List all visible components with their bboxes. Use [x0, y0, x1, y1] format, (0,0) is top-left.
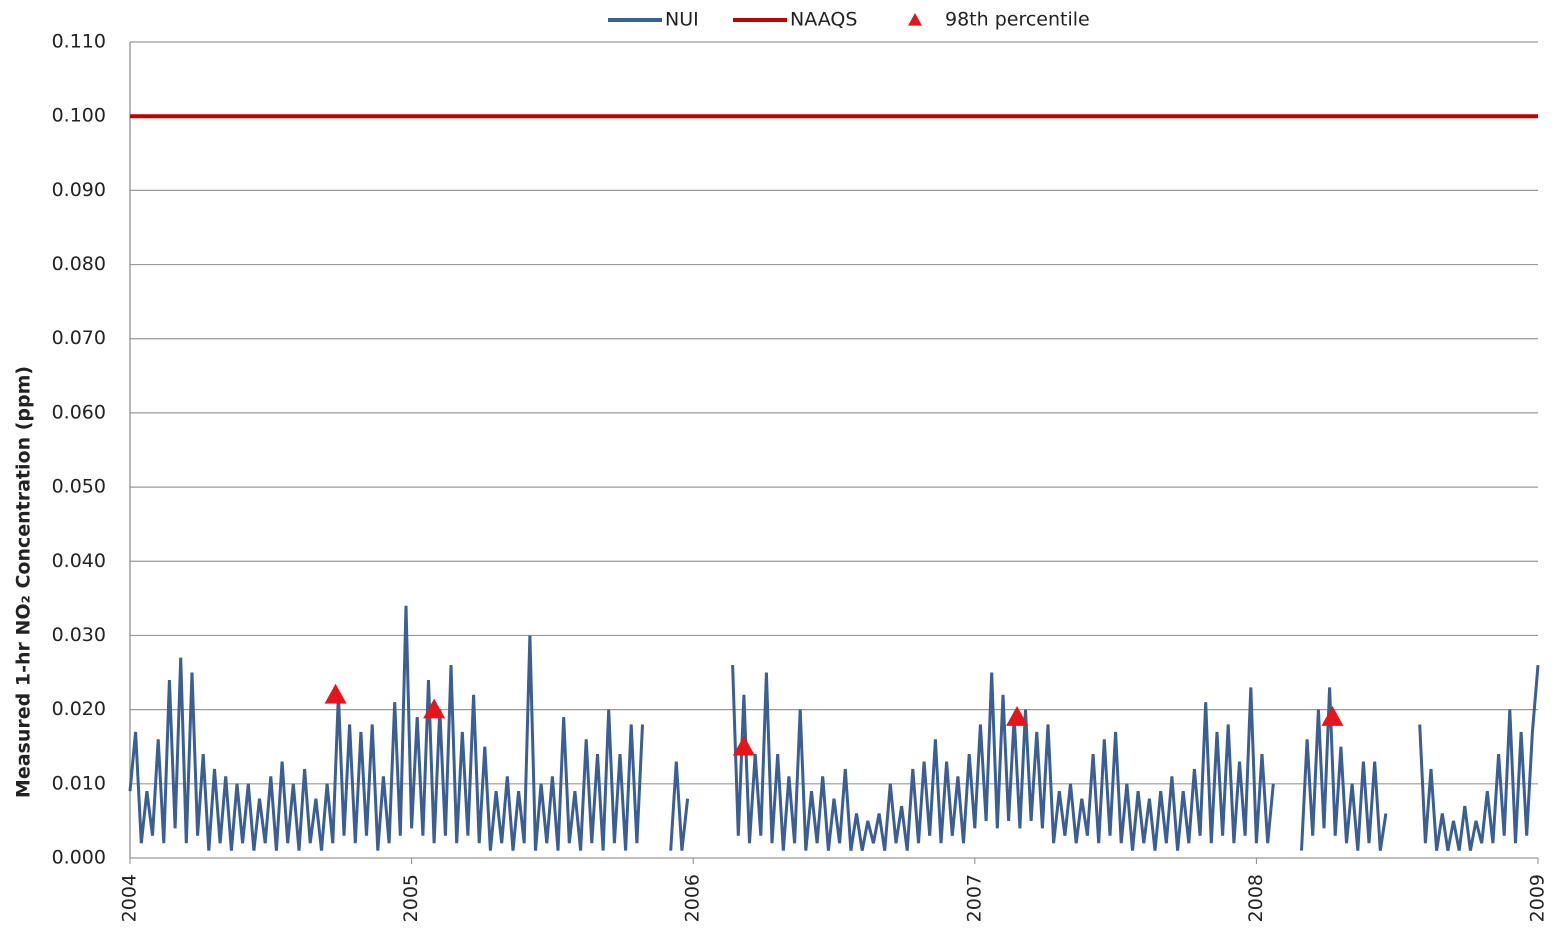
- y-tick-label: 0.010: [52, 772, 106, 794]
- y-tick-label: 0.030: [52, 624, 106, 646]
- y-tick-label: 0.090: [52, 179, 106, 201]
- marker: [423, 698, 446, 719]
- x-tick-label: 2008: [1245, 874, 1267, 922]
- x-tick-label: 2006: [682, 874, 704, 922]
- x-tick-label: 2004: [119, 874, 141, 922]
- legend-marker: [908, 13, 922, 26]
- y-tick-label: 0.100: [52, 105, 106, 127]
- marker: [1006, 706, 1029, 726]
- y-axis-label: Measured 1-hr NO₂ Concentration (ppm): [13, 366, 35, 798]
- x-tick-label: 2005: [400, 874, 422, 922]
- y-tick-label: 0.050: [52, 476, 106, 498]
- y-tick-label: 0.020: [52, 698, 106, 720]
- marker: [324, 683, 347, 704]
- legend-label: NUI: [665, 9, 699, 31]
- series-line: [128, 605, 1540, 851]
- y-tick-label: 0.060: [52, 401, 106, 423]
- y-tick-label: 0.070: [52, 327, 106, 349]
- y-tick-label: 0.080: [52, 253, 106, 275]
- legend-label: 98th percentile: [945, 9, 1090, 31]
- legend-label: NAAQS: [790, 9, 857, 31]
- x-tick-label: 2009: [1527, 874, 1549, 922]
- x-tick-label: 2007: [963, 874, 985, 922]
- y-tick-label: 0.110: [52, 31, 106, 53]
- marker: [732, 735, 755, 756]
- y-tick-label: 0.040: [52, 550, 106, 572]
- y-tick-label: 0.000: [52, 847, 106, 869]
- marker: [1321, 706, 1344, 726]
